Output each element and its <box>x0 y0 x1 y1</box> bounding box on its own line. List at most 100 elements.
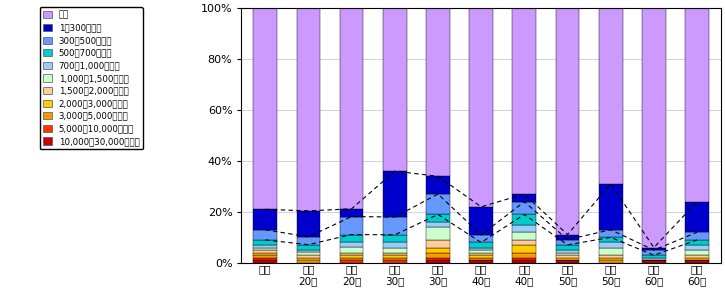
Bar <box>383 171 407 217</box>
Bar <box>469 255 493 258</box>
Bar <box>297 250 320 253</box>
Bar <box>426 253 450 258</box>
Bar <box>685 250 709 255</box>
Bar <box>685 255 709 258</box>
Bar <box>513 240 536 245</box>
Bar <box>297 237 320 245</box>
Bar <box>555 235 579 240</box>
Bar <box>513 194 536 202</box>
Bar <box>685 245 709 250</box>
Bar <box>297 8 320 211</box>
Bar <box>513 225 536 232</box>
Bar <box>340 247 363 253</box>
Bar <box>469 260 493 263</box>
Bar <box>555 260 579 263</box>
Bar <box>297 245 320 250</box>
Bar <box>685 202 709 232</box>
Bar <box>340 242 363 247</box>
Bar <box>340 209 363 217</box>
Bar <box>599 238 623 242</box>
Bar <box>426 194 450 215</box>
Bar <box>383 8 407 171</box>
Bar <box>253 230 277 240</box>
Bar <box>340 8 363 209</box>
Bar <box>685 258 709 260</box>
Bar <box>253 8 277 209</box>
Bar <box>685 260 709 263</box>
Bar <box>383 260 407 263</box>
Bar <box>253 209 277 230</box>
Bar <box>253 240 277 245</box>
Bar <box>340 253 363 255</box>
Bar <box>426 176 450 194</box>
Bar <box>642 258 666 260</box>
Bar <box>642 260 666 263</box>
Bar <box>426 248 450 253</box>
Bar <box>297 260 320 263</box>
Bar <box>513 8 536 194</box>
Bar <box>642 255 666 258</box>
Bar <box>513 202 536 215</box>
Bar <box>426 215 450 222</box>
Bar <box>426 8 450 176</box>
Bar <box>599 248 623 255</box>
Bar <box>253 255 277 258</box>
Bar <box>426 227 450 240</box>
Bar <box>253 245 277 248</box>
Bar <box>599 8 623 184</box>
Bar <box>297 258 320 260</box>
Bar <box>685 232 709 240</box>
Bar <box>642 248 666 250</box>
Bar <box>469 235 493 242</box>
Bar <box>555 255 579 258</box>
Bar <box>513 260 536 263</box>
Bar <box>513 215 536 225</box>
Bar <box>253 250 277 253</box>
Legend: 無料, 1～300円未満, 300～500円未満, 500～700円未満, 700～1,000円未満, 1,000～1,500円未満, 1,500～2,000円: 無料, 1～300円未満, 300～500円未満, 500～700円未満, 70… <box>40 7 143 149</box>
Bar <box>555 8 579 235</box>
Bar <box>555 258 579 260</box>
Bar <box>555 250 579 253</box>
Bar <box>469 248 493 250</box>
Bar <box>383 258 407 260</box>
Bar <box>555 253 579 255</box>
Bar <box>383 217 407 235</box>
Bar <box>426 258 450 260</box>
Bar <box>340 235 363 242</box>
Bar <box>297 253 320 255</box>
Bar <box>469 253 493 255</box>
Bar <box>383 255 407 258</box>
Bar <box>469 8 493 207</box>
Bar <box>383 248 407 253</box>
Bar <box>340 260 363 263</box>
Bar <box>340 255 363 258</box>
Bar <box>469 242 493 248</box>
Bar <box>297 255 320 258</box>
Bar <box>642 250 666 255</box>
Bar <box>340 258 363 260</box>
Bar <box>383 242 407 248</box>
Bar <box>685 8 709 202</box>
Bar <box>253 253 277 255</box>
Bar <box>555 240 579 245</box>
Bar <box>426 240 450 248</box>
Bar <box>340 217 363 235</box>
Bar <box>469 207 493 235</box>
Bar <box>513 245 536 253</box>
Bar <box>253 258 277 260</box>
Bar <box>426 260 450 263</box>
Bar <box>253 260 277 263</box>
Bar <box>599 255 623 258</box>
Bar <box>599 230 623 238</box>
Bar <box>513 253 536 258</box>
Bar <box>599 260 623 263</box>
Bar <box>599 258 623 260</box>
Bar <box>469 250 493 253</box>
Bar <box>297 211 320 237</box>
Bar <box>555 245 579 250</box>
Bar <box>469 258 493 260</box>
Bar <box>599 184 623 230</box>
Bar <box>513 232 536 240</box>
Bar <box>426 222 450 227</box>
Bar <box>599 242 623 248</box>
